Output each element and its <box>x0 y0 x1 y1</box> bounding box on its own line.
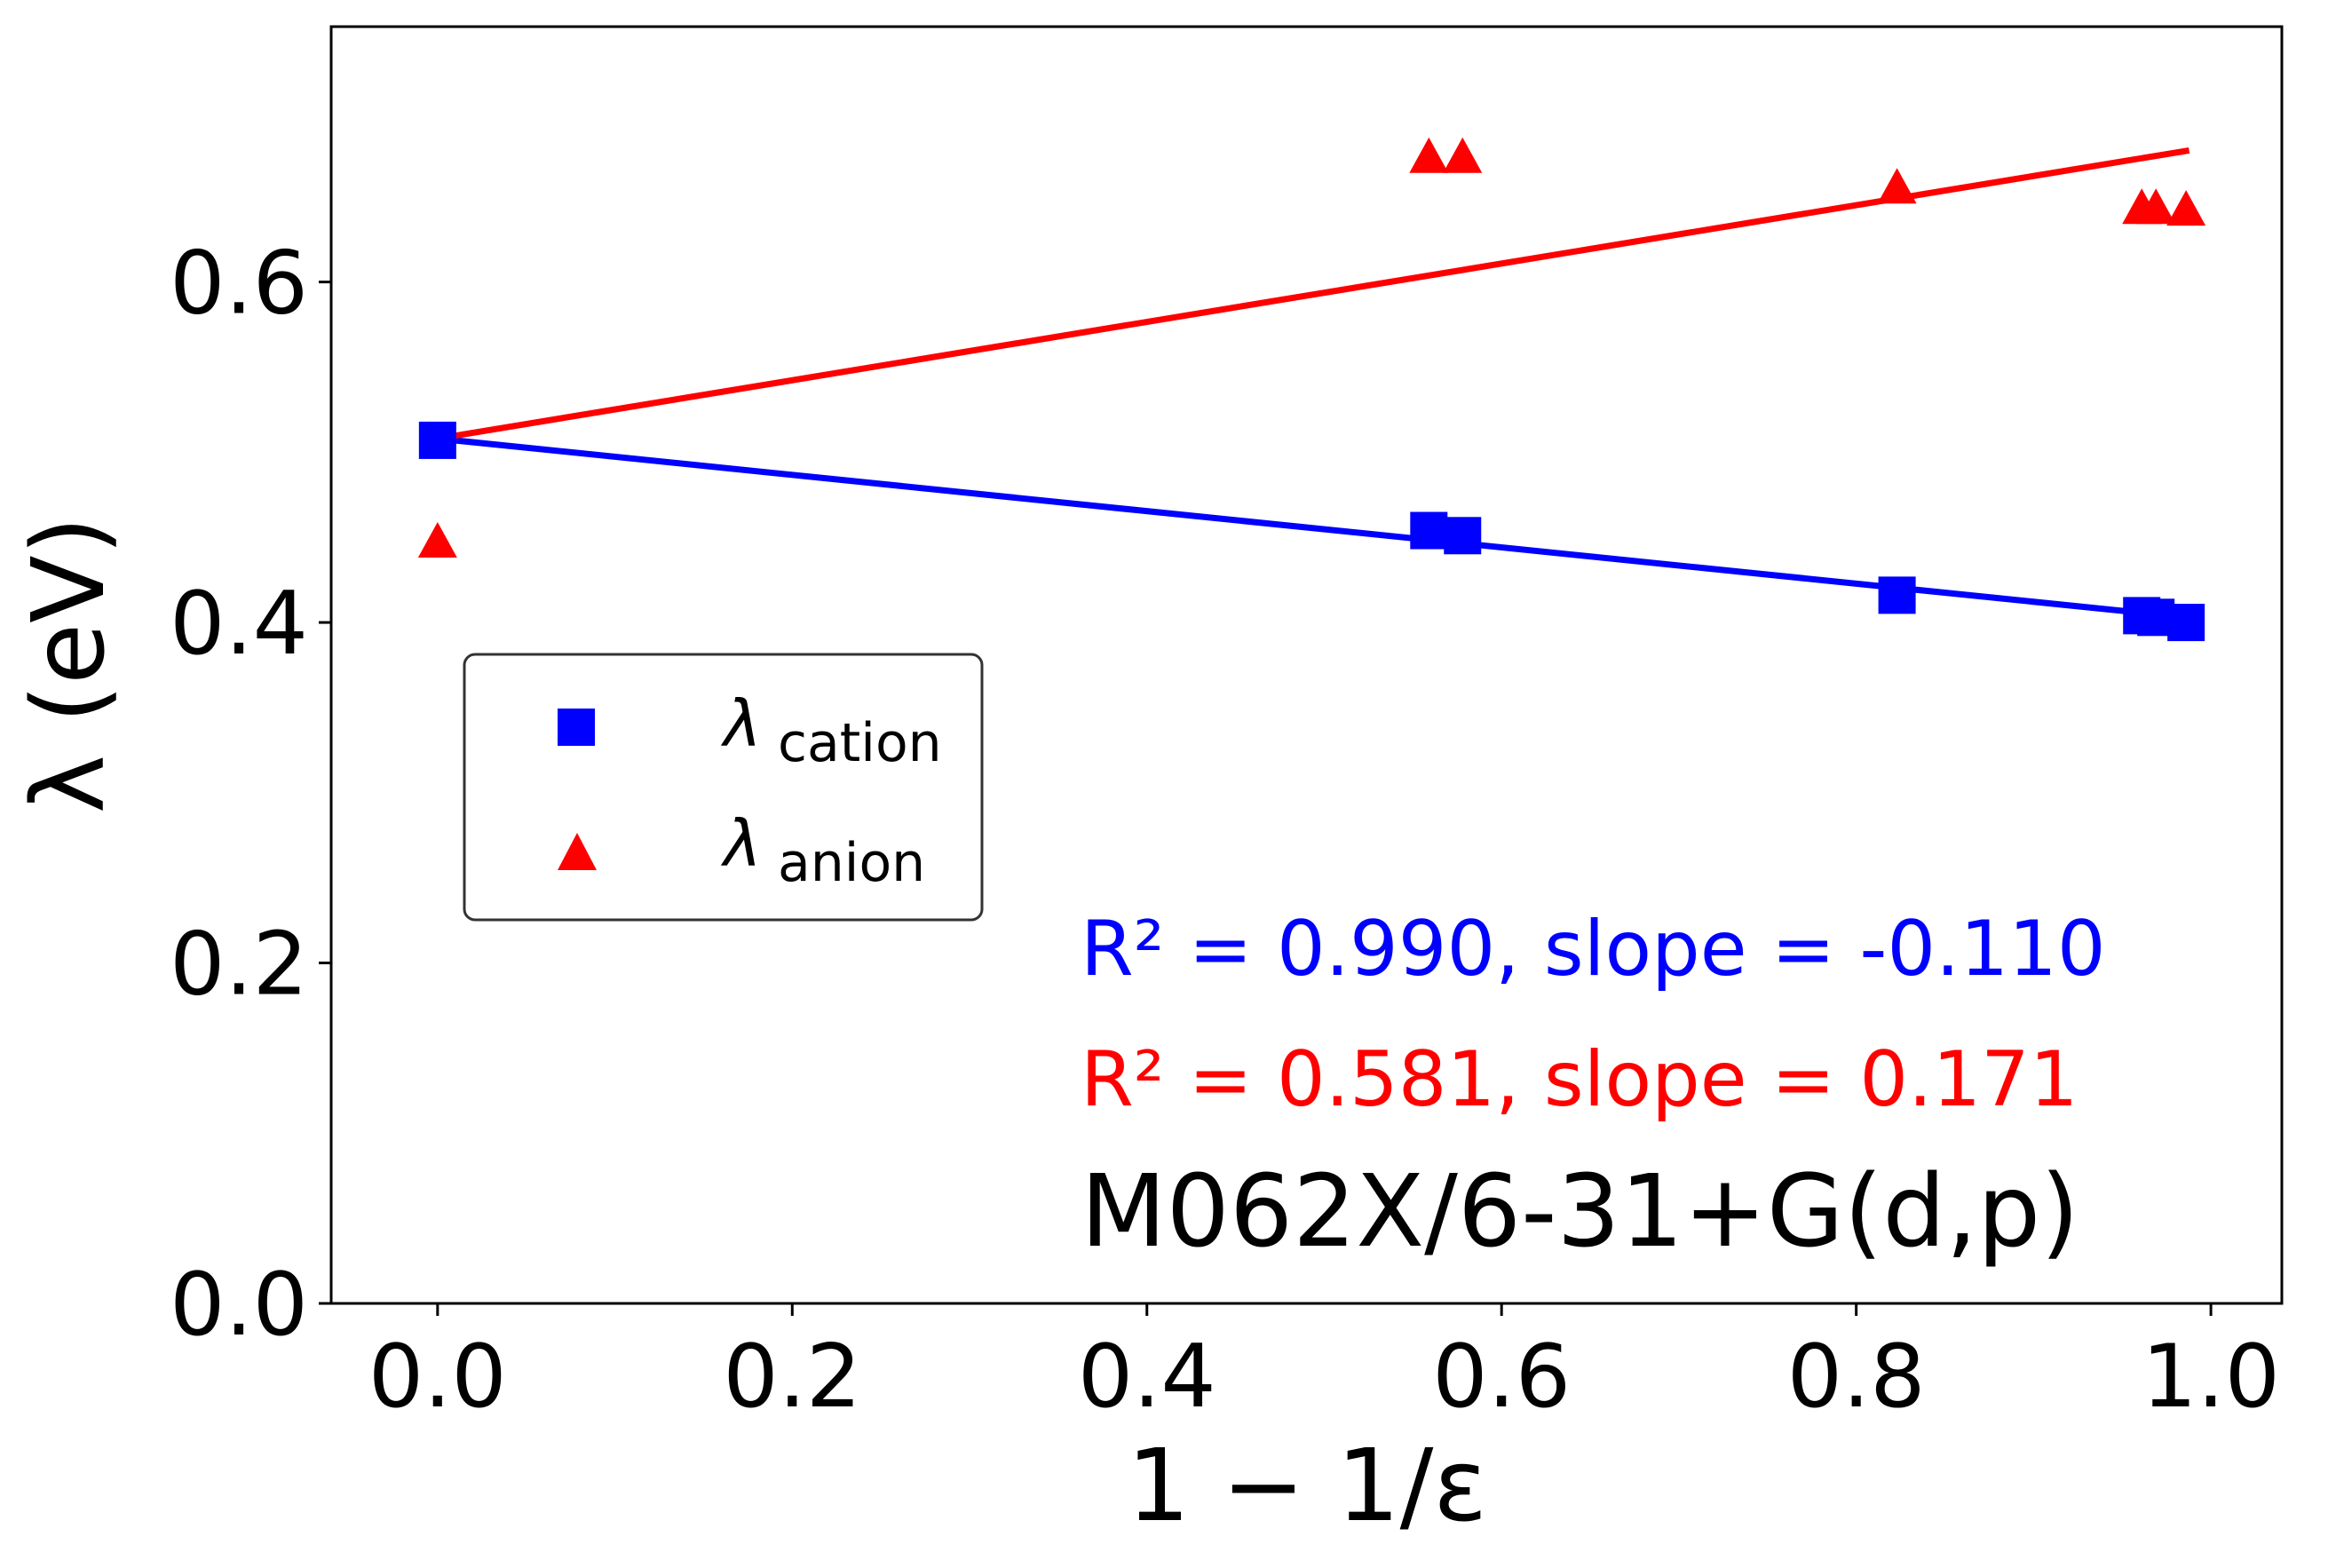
anion-data-point <box>417 522 457 558</box>
y-axis-ticks: 0.0 0.2 0.4 0.6 <box>170 234 331 1356</box>
x-tick-label: 0.0 <box>368 1326 507 1428</box>
cation-data-point <box>2167 604 2205 642</box>
axes-frame <box>329 25 2284 1305</box>
legend-cation-symbol: λ <box>720 686 762 761</box>
annotation-method: M062X/6-31+G(d,p) <box>1081 1154 2079 1270</box>
y-axis-label: λ (eV) <box>12 517 127 814</box>
anion-data-point <box>1409 137 1449 173</box>
y-tick-label: 0.0 <box>170 1255 308 1356</box>
x-tick-label: 0.4 <box>1078 1326 1216 1428</box>
legend-cation-subscript: cation <box>778 712 942 774</box>
anion-data-point <box>1443 137 1483 173</box>
y-tick-label: 0.6 <box>170 234 308 335</box>
x-axis-label: 1 − 1/ε <box>1127 1429 1487 1544</box>
x-tick-label: 0.8 <box>1787 1326 1926 1428</box>
cation-data-point <box>1444 517 1482 555</box>
annotation-anion-fit: R² = 0.581, slope = 0.171 <box>1081 1035 2079 1124</box>
x-tick-label: 1.0 <box>2142 1326 2280 1428</box>
legend-cation-square-marker <box>558 709 595 746</box>
legend-anion-triangle-marker <box>558 833 597 870</box>
annotation-cation-fit: R² = 0.990, slope = -0.110 <box>1081 905 2106 994</box>
legend: λ cation λ anion <box>463 653 984 922</box>
anion-data-point <box>1877 168 1917 204</box>
plot-marks <box>417 137 2206 642</box>
anion-data-point <box>2136 188 2176 225</box>
anion-data-point <box>2166 190 2206 226</box>
y-tick-label: 0.4 <box>170 574 308 675</box>
y-tick-label: 0.2 <box>170 915 308 1016</box>
legend-anion-symbol: λ <box>720 806 762 881</box>
legend-anion-subscript: anion <box>778 832 925 894</box>
x-axis-ticks: 0.0 0.2 0.4 0.6 0.8 1.0 <box>368 1303 2280 1428</box>
cation-data-point <box>1878 576 1916 614</box>
x-tick-label: 0.2 <box>723 1326 861 1428</box>
cation-data-point <box>418 421 456 459</box>
x-tick-label: 0.6 <box>1432 1326 1571 1428</box>
cation-data-point <box>1410 511 1448 550</box>
